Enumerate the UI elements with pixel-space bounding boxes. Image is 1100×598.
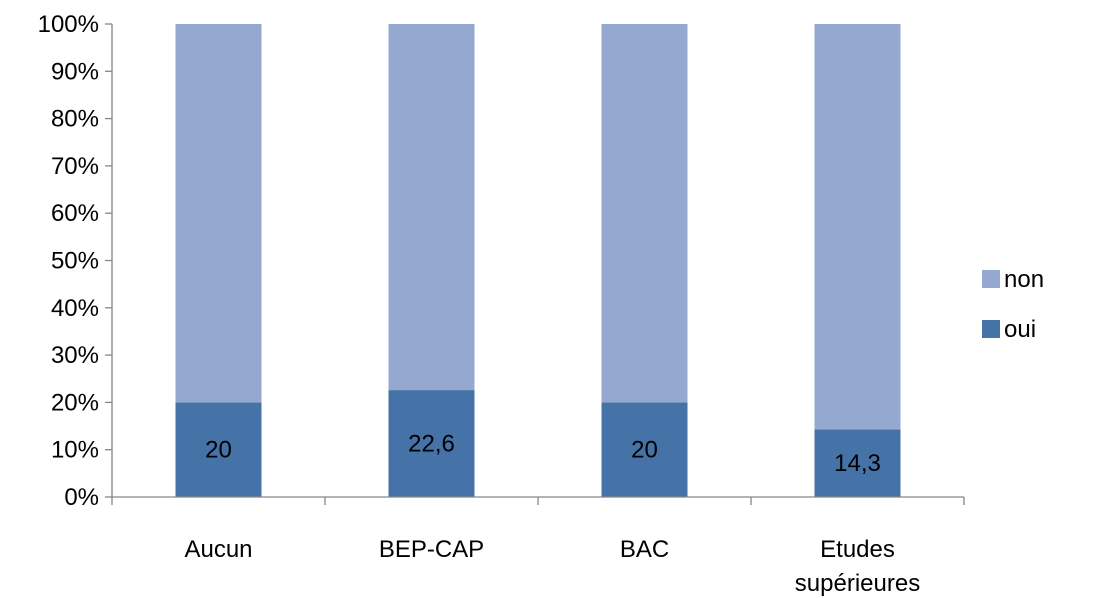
legend-swatch-oui — [982, 320, 1000, 338]
labels-group: 20 22,6 20 14,3 0% 10% 20% 30% 40% 50% 60% 70% 80% 90… — [38, 11, 921, 597]
data-label-oui-3: 20 — [631, 437, 658, 464]
legend-swatch-non — [982, 270, 1000, 288]
bar-non-2 — [388, 24, 475, 391]
bars-group — [175, 24, 901, 497]
y-tick-label: 50% — [51, 248, 99, 275]
y-tick-label: 80% — [51, 106, 99, 133]
bar-oui-3 — [601, 402, 688, 497]
y-tick-label: 30% — [51, 342, 99, 369]
bar-oui-1 — [175, 402, 262, 497]
y-tick-label: 70% — [51, 153, 99, 180]
axes-group — [105, 23, 965, 505]
bar-non-1 — [175, 24, 262, 403]
y-tick-label: 10% — [51, 437, 99, 464]
data-label-oui-4: 14,3 — [834, 450, 881, 477]
bar-non-4 — [814, 24, 901, 430]
bar-oui-2 — [388, 390, 475, 497]
x-category-label: BEP-CAP — [379, 536, 484, 563]
y-tick-label: 20% — [51, 389, 99, 416]
bar-non-3 — [601, 24, 688, 403]
y-tick-label: 0% — [64, 484, 99, 511]
legend: non oui — [982, 266, 1044, 343]
legend-label-oui: oui — [1004, 316, 1036, 343]
y-tick-label: 100% — [38, 11, 99, 38]
y-tick-label: 60% — [51, 200, 99, 227]
bar-oui-4 — [814, 429, 901, 497]
y-tick-label: 40% — [51, 295, 99, 322]
x-category-label: Aucun — [184, 536, 252, 563]
x-category-label: BAC — [620, 536, 669, 563]
data-label-oui-2: 22,6 — [408, 431, 455, 458]
x-category-label: Etudes supérieures — [795, 536, 920, 597]
y-tick-label: 90% — [51, 58, 99, 85]
data-label-oui-1: 20 — [205, 437, 232, 464]
legend-label-non: non — [1004, 266, 1044, 293]
